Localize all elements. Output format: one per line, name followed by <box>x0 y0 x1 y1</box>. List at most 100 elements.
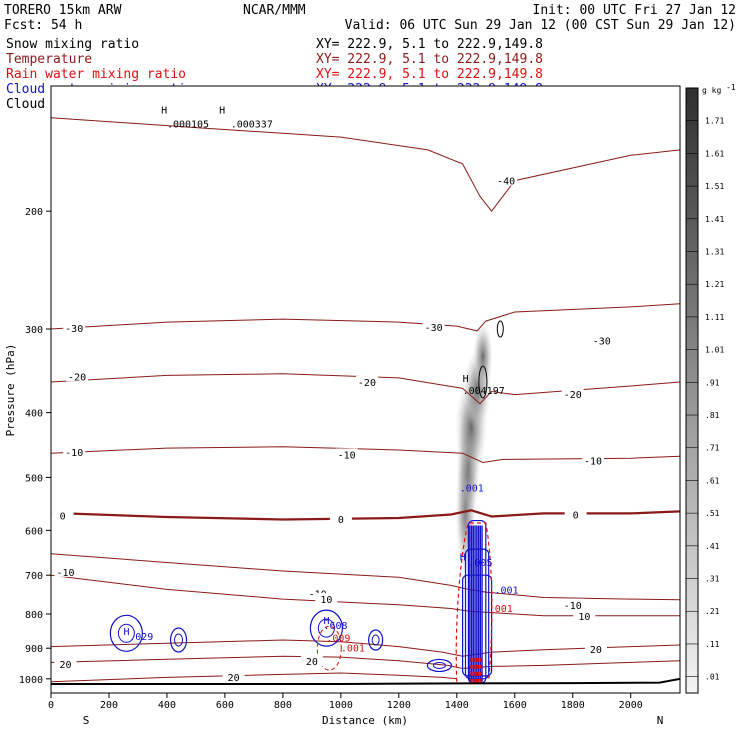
hydrometeor-contours <box>109 320 504 684</box>
colorbar-label: .71 <box>705 444 720 453</box>
colorbar-label: .91 <box>705 378 720 387</box>
field-xy: XY= 222.9, 5.1 to 222.9,149.8 <box>316 67 543 82</box>
isotherm-line <box>51 672 457 683</box>
isotherm-line <box>51 303 680 332</box>
isotherm-label-bg <box>590 334 613 346</box>
ground-surface-line <box>51 677 680 685</box>
contour-value-label: .001 <box>494 585 518 596</box>
x-axis-label: Distance (km) <box>322 714 408 727</box>
y-tick-label: 600 <box>25 526 43 537</box>
isotherm-label-bg <box>54 565 77 577</box>
colorbar-label: .11 <box>705 640 720 649</box>
x-tick-label: 800 <box>274 700 292 711</box>
isotherm-line <box>51 509 680 521</box>
isotherm-label-bg <box>564 508 587 520</box>
isotherm-label-bg <box>222 670 245 682</box>
isotherm-label: -40 <box>497 177 515 188</box>
snow-plume-blob <box>472 321 493 392</box>
isotherm-label: -20 <box>68 372 86 383</box>
cloud-water-cell-inner <box>371 634 380 646</box>
field-name: Rain water mixing ratio <box>6 67 186 82</box>
y-tick-label: 300 <box>25 325 43 336</box>
isotherm-label-bg <box>66 370 89 382</box>
init-time: Init: 00 UTC Fri 27 Jan 12 <box>533 3 737 18</box>
x-tick-label: 600 <box>216 700 234 711</box>
y-tick-label: 200 <box>25 207 43 218</box>
isotherm-label: 20 <box>228 673 240 684</box>
isotherm-label-bg <box>300 654 323 666</box>
isotherm-label: 0 <box>338 515 344 526</box>
isotherm-label: -10 <box>65 448 83 459</box>
colorbar-label: .61 <box>705 476 720 485</box>
field-name: Snow mixing ratio <box>6 37 139 52</box>
x-tick-label: 200 <box>100 700 118 711</box>
colorbar-ramp <box>685 87 699 694</box>
maximum-mark: H <box>123 627 129 638</box>
isotherm-label: 20 <box>306 657 318 668</box>
isotherm-label: -10 <box>338 450 356 461</box>
colorbar-label: 1.61 <box>705 149 724 158</box>
snow-shading <box>455 321 493 581</box>
contour-value-label: .001 <box>341 643 365 654</box>
contour-value-label: .000337 <box>231 120 273 131</box>
colorbar-label: .01 <box>705 673 720 682</box>
contour-value-labels: .000105 .000337 .004197 .001 .005 .001 .001 .60… <box>123 106 518 655</box>
field-name: Temperature <box>6 52 92 67</box>
isotherm-label: -20 <box>358 378 376 389</box>
x-tick-label: 1600 <box>503 700 527 711</box>
maximum-mark: H <box>460 552 466 563</box>
x-tick-label: 1400 <box>445 700 469 711</box>
isotherm-label: 10 <box>578 612 590 623</box>
isotherm-label: -10 <box>564 601 582 612</box>
isotherm-label-bg <box>561 387 584 399</box>
contour-value-label: .000105 <box>167 120 209 131</box>
cloud-water-cell <box>426 658 453 673</box>
isotherm-label: -10 <box>56 568 74 579</box>
isotherm-label-bg <box>54 657 77 669</box>
cloud-water-cell <box>169 627 188 653</box>
colorbar: g kg -1 .01 .11 .21 .31 .41 .51 .61 .71 .81 .91 1.… <box>685 83 736 694</box>
field-xy: XY= 222.9, 5.1 to 222.9,149.8 <box>316 52 543 67</box>
isotherm-label: 10 <box>320 595 332 606</box>
cloud-water-cell-inner <box>432 661 446 669</box>
isotherm-label-bg <box>335 448 358 460</box>
north-end-label: N <box>657 714 664 727</box>
colorbar-label: .21 <box>705 607 720 616</box>
isotherm-label-bg <box>582 454 605 466</box>
contour-value-label: .004197 <box>463 386 505 397</box>
y-tick-label: 800 <box>25 610 43 621</box>
isotherm-label: 0 <box>60 511 66 522</box>
isotherm-label: -30 <box>65 324 83 335</box>
model-title: TORERO 15km ARW <box>4 3 122 18</box>
isotherm-label-bg <box>63 445 86 457</box>
colorbar-label: .51 <box>705 509 720 518</box>
x-axis-ticks: 0 200 400 600 800 1000 1200 1400 1600 1800 2000 <box>48 693 643 711</box>
cloud-ice-contour <box>496 320 504 338</box>
contour-value-label: .005 <box>468 558 492 569</box>
isotherm-label: -20 <box>564 390 582 401</box>
isotherm-label: 0 <box>573 510 579 521</box>
isotherm-label: -30 <box>593 336 611 347</box>
isotherm-label-bg <box>422 321 445 333</box>
y-axis-ticks: 200 300 400 500 600 700 800 900 1000 <box>19 207 51 686</box>
isotherm-label-bg <box>51 509 74 521</box>
cloud-water-cell <box>368 629 384 651</box>
contour-value-label: .001 <box>489 604 513 615</box>
maximum-mark: H <box>161 106 167 117</box>
x-tick-label: 400 <box>158 700 176 711</box>
center-title: NCAR/MMM <box>243 3 306 18</box>
colorbar-label: .31 <box>705 575 720 584</box>
y-tick-label: 1000 <box>19 675 43 686</box>
colorbar-label: 1.51 <box>705 182 724 191</box>
isotherm-label: 20 <box>59 660 71 671</box>
maximum-mark: H <box>463 374 469 385</box>
valid-time: Valid: 06 UTC Sun 29 Jan 12 (00 CST Sun … <box>345 18 736 33</box>
y-tick-label: 700 <box>25 571 43 582</box>
isotherm-label-bg <box>495 174 518 186</box>
y-tick-label: 900 <box>25 644 43 655</box>
isotherm-label-bg <box>355 375 378 387</box>
isotherm-line <box>51 639 680 657</box>
forecast-hour: Fcst: 54 h <box>4 18 82 33</box>
x-tick-label: 1000 <box>329 700 353 711</box>
isotherm-label: 20 <box>590 645 602 656</box>
